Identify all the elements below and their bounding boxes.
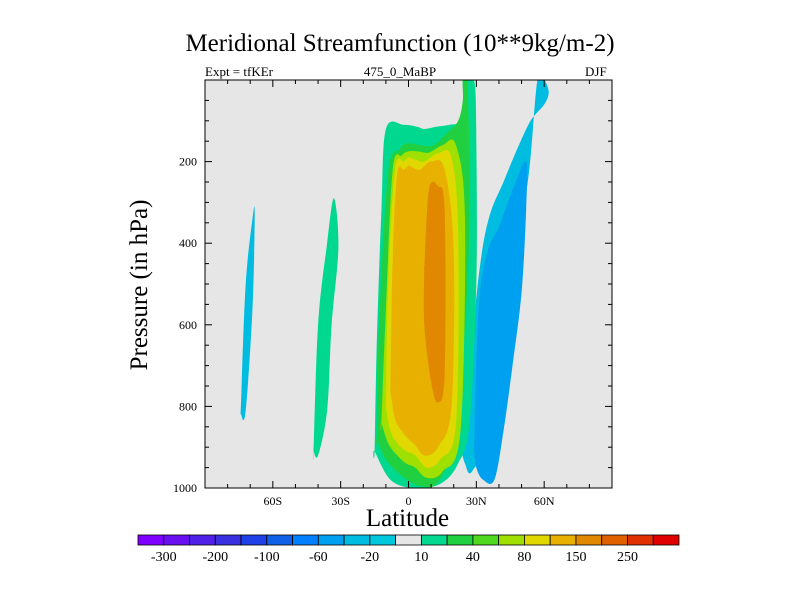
colorbar-box (343, 534, 371, 546)
colorbar-box (652, 534, 680, 546)
y-tick-label: 800 (179, 399, 197, 413)
colorbar-box (524, 534, 551, 546)
colorbar-label: -100 (254, 550, 280, 565)
colorbar-label: -200 (202, 550, 228, 565)
colorbar-label: 150 (565, 550, 586, 565)
colorbar-box (498, 534, 525, 546)
contour--20 (240, 206, 255, 421)
colorbar-label: 40 (466, 550, 480, 565)
colorbar-box (317, 534, 345, 546)
y-tick-label: 600 (179, 318, 197, 332)
colorbar-box (420, 534, 448, 546)
colorbar-label: -60 (309, 550, 328, 565)
y-tick-label: 1000 (173, 481, 197, 495)
contour-350 (423, 181, 446, 403)
colorbar-label: -20 (361, 550, 380, 565)
colorbar-label: 10 (414, 550, 428, 565)
colorbar-box (575, 534, 603, 546)
center-label: 475_0_MaBP (363, 64, 437, 79)
x-tick-label: 60N (534, 494, 555, 508)
colorbar-label: 250 (617, 550, 638, 565)
colorbar-box (549, 534, 577, 546)
colorbar-box (137, 534, 165, 546)
colorbar-label: 80 (517, 550, 531, 565)
colorbar-box (189, 534, 216, 546)
colorbar-box (627, 534, 654, 546)
x-tick-label: 60S (263, 494, 282, 508)
colorbar-label: -300 (151, 550, 177, 565)
x-tick-label: 30N (466, 494, 487, 508)
contour--60 (473, 161, 528, 484)
colorbar-box (163, 534, 190, 546)
x-axis-label: Latitude (365, 505, 450, 532)
colorbar-box (292, 534, 319, 546)
y-tick-label: 400 (179, 236, 197, 250)
colorbar-box (601, 534, 628, 546)
axis-ticks: 200 400 600 800 1000 60S 30S 0 30N 60N (173, 80, 612, 508)
colorbar: -300 -200 -100 -60 -20 10 40 80 150 250 (137, 534, 680, 565)
contour-10 (312, 198, 339, 461)
colorbar-box (446, 534, 474, 546)
colorbar-box (369, 534, 397, 546)
colorbar-box (266, 534, 293, 546)
colorbar-box (395, 534, 422, 546)
chart-title: Meridional Streamfunction (10**9kg/m-2) (185, 30, 615, 57)
x-tick-label: 30S (331, 494, 350, 508)
y-tick-label: 200 (179, 155, 197, 169)
season-label: DJF (585, 64, 607, 79)
colorbar-box (214, 534, 242, 546)
colorbar-box (472, 534, 500, 546)
experiment-label: Expt = tfKEr (205, 64, 273, 79)
colorbar-box (240, 534, 268, 546)
contour-layer (240, 80, 549, 488)
x-tick-label: 0 (406, 494, 412, 508)
